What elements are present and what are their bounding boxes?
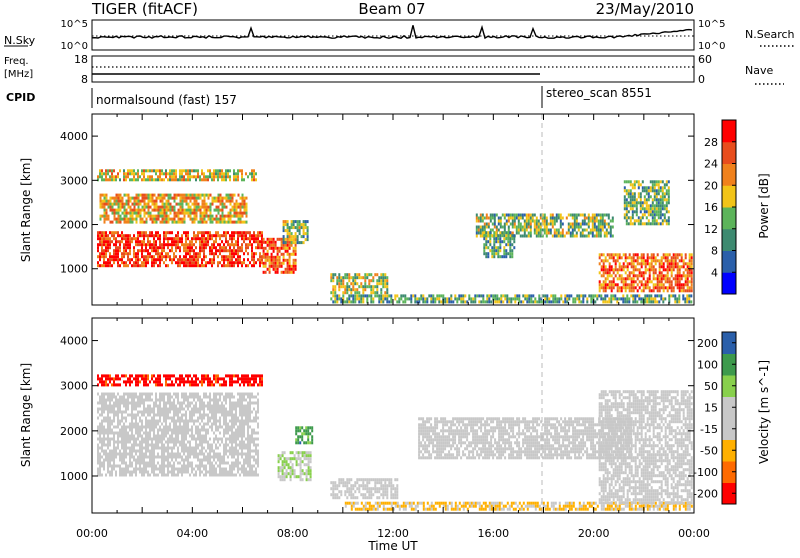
power-region [97,169,257,181]
radar-title: TIGER (fitACF) [91,0,198,18]
freq-label-2: [MHz] [4,69,33,80]
power-colorbar-swatch [722,142,736,164]
freq-tick-top: 18 [74,53,88,66]
nsky-tick-bottom: 10^0 [61,41,88,52]
velocity-region [278,451,312,481]
velocity-colorbar-tick-label: -100 [693,466,718,479]
power-panel: 1000 2000 3000 4000 Slant Range [km] 4 8 12 16… [19,114,771,305]
nave-tick-bottom: 0 [698,73,705,86]
power-y-tick-label: 4000 [60,130,88,143]
velocity-region [97,374,263,386]
cpid-panel: CPID normalsound (fast) 157 stereo_scan … [6,86,652,108]
velocity-colorbar-tick-label: 50 [704,380,718,393]
power-y-tick-label: 3000 [60,174,88,187]
power-colorbar-swatch [722,272,736,294]
velocity-colorbar-label: Velocity [m s^-1] [757,360,771,464]
power-colorbar-swatch [722,185,736,207]
velocity-colorbar-tick-label: -50 [700,444,718,457]
velocity-y-label: Slant Range [km] [19,363,33,467]
beam-title: Beam 07 [358,0,425,18]
power-colorbar-tick-label: 12 [704,223,718,236]
power-colorbar-tick-label: 24 [704,158,718,171]
freq-tick-bottom: 8 [81,73,88,86]
date-title: 23/May/2010 [596,0,694,18]
power-region [599,253,693,292]
velocity-y-tick-label: 3000 [60,380,88,393]
cpid-program-2: stereo_scan 8551 [546,86,652,100]
velocity-region [330,478,398,499]
power-region [100,194,248,224]
velocity-y-tick-label: 4000 [60,335,88,348]
velocity-colorbar-tick-label: 15 [704,401,718,414]
nave-label: Nave [745,64,773,77]
freq-label-1: Freq. [4,56,29,67]
power-colorbar-label: Power [dB] [757,173,771,238]
freq-frame [92,56,694,82]
nave-tick-top: 60 [698,53,712,66]
freq-panel: Freq. [MHz] 18 8 60 0 Nave [4,53,784,86]
velocity-colorbar: 200 100 50 15 -15 -50 -100 -200 [693,332,736,505]
nsky-label: N.Sky [4,34,36,47]
power-colorbar-tick-label: 16 [704,201,718,214]
velocity-colorbar-tick-label: 200 [697,337,718,350]
power-colorbar-swatch [722,120,736,142]
velocity-x-tick-label: 20:00 [578,527,610,540]
power-y-tick-label: 2000 [60,219,88,232]
velocity-y-tick-label: 2000 [60,425,88,438]
power-colorbar-tick-label: 28 [704,136,718,149]
power-colorbar-swatch [722,229,736,251]
power-colorbar-tick-label: 20 [704,179,718,192]
nsearch-tick-top: 10^5 [698,19,725,30]
cpid-program-1: normalsound (fast) 157 [96,93,237,107]
velocity-region [295,426,313,444]
power-y-tick-label: 1000 [60,263,88,276]
velocity-data [97,374,693,510]
power-colorbar-swatch [722,251,736,273]
velocity-x-tick-label: 00:00 [678,527,710,540]
power-region [330,294,692,303]
power-region [624,180,670,225]
power-region [97,231,263,267]
power-colorbar: 4 8 12 16 20 24 28 [704,120,736,295]
power-y-label: Slant Range [km] [19,158,33,262]
velocity-colorbar-tick-label: -15 [700,423,718,436]
power-colorbar-tick-label: 8 [711,245,718,258]
cpid-label: CPID [6,91,35,104]
nsky-tick-top: 10^5 [61,19,88,30]
velocity-y-tick-label: 1000 [60,470,88,483]
velocity-x-tick-label: 08:00 [277,527,309,540]
power-colorbar-swatch [722,164,736,186]
velocity-x-tick-label: 16:00 [477,527,509,540]
velocity-region [97,393,259,477]
velocity-colorbar-tick-label: -200 [693,487,718,500]
nsearch-tick-bottom: 10^0 [698,41,725,52]
velocity-x-label: Time UT [367,539,418,553]
velocity-x-tick-label: 00:00 [76,527,108,540]
nsearch-label: N.Search [745,28,795,41]
velocity-colorbar-tick-label: 100 [697,358,718,371]
power-data [97,169,693,303]
power-region [330,273,388,294]
nsky-frame [92,20,694,50]
power-colorbar-tick-label: 4 [711,266,718,279]
power-colorbar-swatch [722,207,736,229]
nsky-panel: N.Sky 10^5 10^0 10^5 10^0 N.Search [4,19,796,52]
velocity-x-tick-label: 04:00 [176,527,208,540]
